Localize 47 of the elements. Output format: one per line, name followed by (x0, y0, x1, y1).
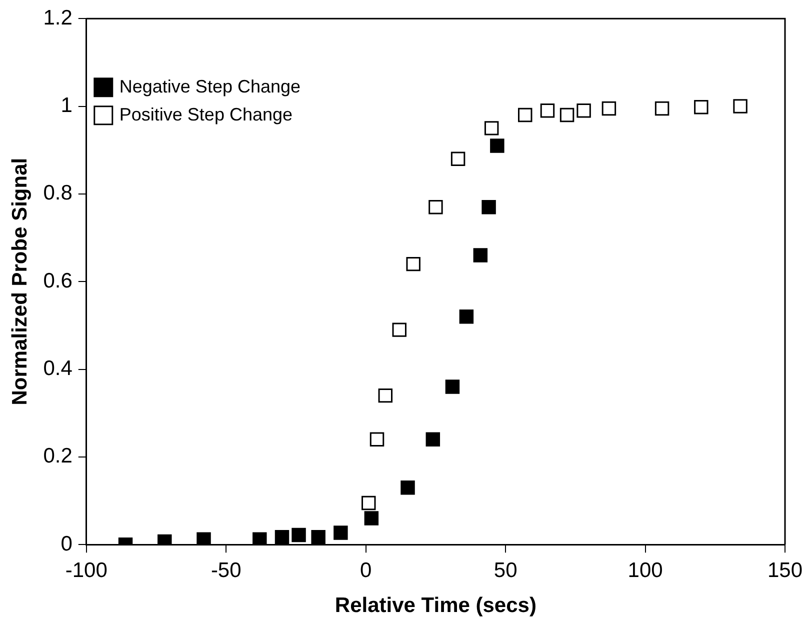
point (733, 99, 748, 114)
point (560, 108, 574, 122)
point (694, 100, 708, 114)
y-tick-label: 0.4 (43, 357, 73, 380)
point (426, 432, 440, 447)
point (274, 530, 290, 544)
x-tick-label: -50 (210, 558, 242, 582)
point (196, 532, 211, 545)
point (602, 101, 616, 116)
x-tick-label: 50 (494, 558, 518, 582)
point (311, 530, 326, 544)
point (362, 496, 376, 510)
y-tick-label: 0.6 (43, 269, 72, 292)
x-axis-title: Relative Time (secs) (334, 594, 536, 618)
point (473, 248, 488, 262)
point (484, 121, 499, 136)
y-tick-label: 1.2 (43, 6, 72, 30)
x-tick-label: 0 (360, 558, 372, 582)
point (364, 511, 379, 526)
point (445, 380, 460, 394)
x-tick-label: -100 (65, 558, 108, 582)
point (540, 104, 555, 118)
point (292, 528, 306, 542)
legend-label: Positive Step Change (119, 104, 292, 124)
point (482, 200, 496, 214)
legend-label: Negative Step Change (119, 76, 301, 96)
point (334, 526, 348, 540)
x-tick-label: 150 (767, 558, 803, 582)
y-axis-title: Normalized Probe Signal (8, 158, 32, 406)
point (518, 108, 532, 122)
point (406, 256, 420, 272)
point (459, 310, 474, 324)
point (370, 432, 384, 447)
point (378, 388, 393, 403)
point (252, 532, 267, 545)
y-tick-label: 0.2 (43, 444, 72, 468)
point (576, 104, 591, 118)
point (392, 322, 406, 337)
y-tick-label: 0.8 (43, 182, 72, 205)
point (400, 480, 415, 495)
point (450, 152, 466, 166)
y-tick-label: 0 (60, 532, 72, 556)
point (428, 200, 443, 214)
point (654, 101, 670, 116)
y-tick-label: 1 (60, 94, 72, 118)
point (490, 138, 504, 153)
x-tick-label: 100 (628, 558, 663, 582)
